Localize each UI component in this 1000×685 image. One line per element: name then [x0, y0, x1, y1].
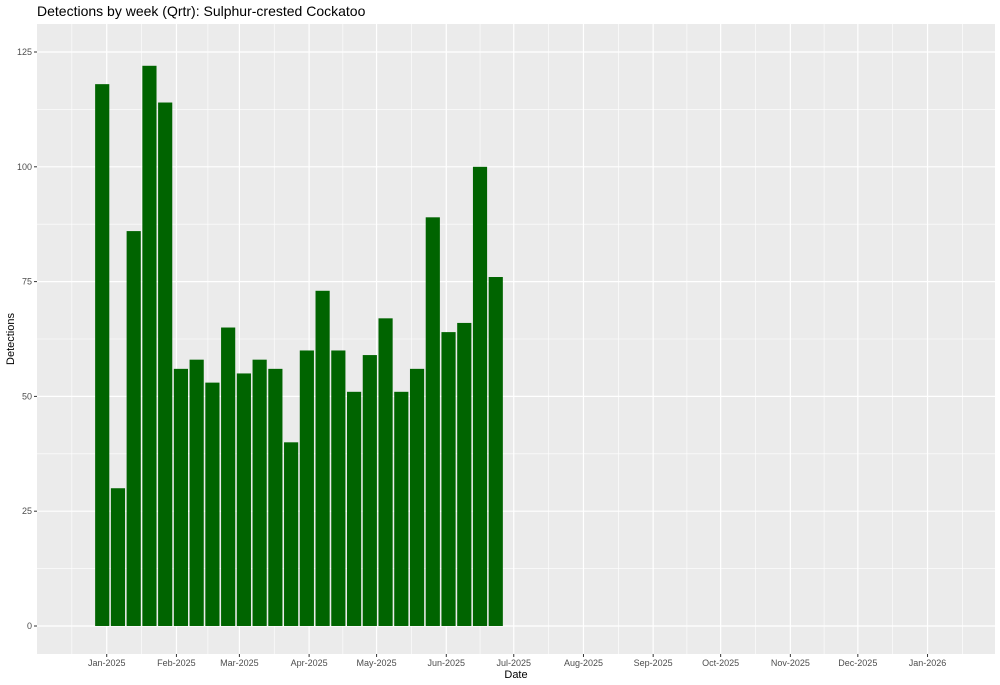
y-tick-label: 100 — [17, 162, 32, 172]
x-axis-ticks: Jan-2025 Feb-2025 Mar-2025 Apr-2025 May-2025… — [88, 654, 946, 668]
bar — [394, 391, 409, 626]
bar — [252, 359, 267, 626]
y-tick-label: 0 — [27, 621, 32, 631]
bar — [158, 102, 173, 626]
bar — [441, 332, 456, 626]
bar — [425, 217, 440, 626]
bar — [362, 355, 377, 626]
bar — [315, 290, 330, 626]
x-tick-label: Oct-2025 — [702, 658, 739, 668]
bar — [221, 327, 236, 626]
y-tick-label: 75 — [22, 277, 32, 287]
bar — [472, 166, 488, 626]
bar — [236, 373, 251, 626]
bar — [95, 84, 110, 626]
x-tick-label: May-2025 — [357, 658, 397, 668]
x-tick-label: Sep-2025 — [634, 658, 673, 668]
x-tick-label: Jan-2025 — [88, 658, 126, 668]
bar — [488, 277, 503, 626]
bar — [331, 350, 346, 626]
x-tick-label: Jul-2025 — [496, 658, 531, 668]
x-tick-label: Jan-2026 — [909, 658, 947, 668]
x-tick-label: Dec-2025 — [838, 658, 877, 668]
bar — [268, 368, 283, 626]
bar — [173, 368, 189, 626]
bar — [205, 382, 220, 626]
bar — [347, 391, 362, 626]
x-tick-label: Feb-2025 — [157, 658, 196, 668]
x-tick-label: Nov-2025 — [771, 658, 810, 668]
bar — [142, 65, 157, 626]
y-tick-label: 50 — [22, 391, 32, 401]
x-axis-title: Date — [504, 669, 527, 681]
bar — [284, 442, 299, 626]
x-tick-label: Aug-2025 — [564, 658, 603, 668]
bar — [299, 350, 314, 626]
bar-series — [95, 65, 503, 626]
bar — [457, 322, 472, 626]
bar — [126, 231, 141, 626]
y-axis-ticks: 0 25 50 75 100 125 — [17, 47, 37, 631]
x-tick-label: Mar-2025 — [220, 658, 259, 668]
chart-title: Detections by week (Qrtr): Sulphur-crest… — [37, 3, 366, 19]
x-tick-label: Apr-2025 — [291, 658, 328, 668]
bar — [189, 359, 204, 626]
bar — [409, 368, 425, 626]
bar — [378, 318, 393, 626]
bar — [110, 488, 126, 626]
y-tick-label: 125 — [17, 47, 32, 57]
y-axis-title: Detections — [5, 313, 17, 365]
x-tick-label: Jun-2025 — [428, 658, 466, 668]
y-tick-label: 25 — [22, 506, 32, 516]
